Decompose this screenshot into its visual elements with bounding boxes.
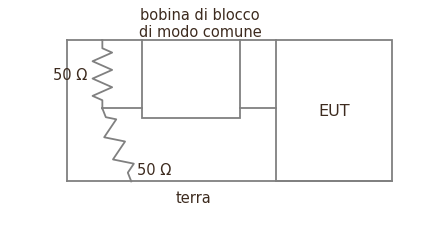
Text: EUT: EUT	[318, 104, 350, 119]
Text: terra: terra	[176, 190, 211, 205]
Bar	[142, 41, 240, 118]
Text: di modo comune: di modo comune	[139, 25, 262, 40]
Text: bobina di blocco: bobina di blocco	[141, 8, 260, 23]
Text: 50 Ω: 50 Ω	[137, 163, 171, 178]
Text: 50 Ω: 50 Ω	[53, 67, 87, 82]
Bar	[276, 41, 392, 182]
